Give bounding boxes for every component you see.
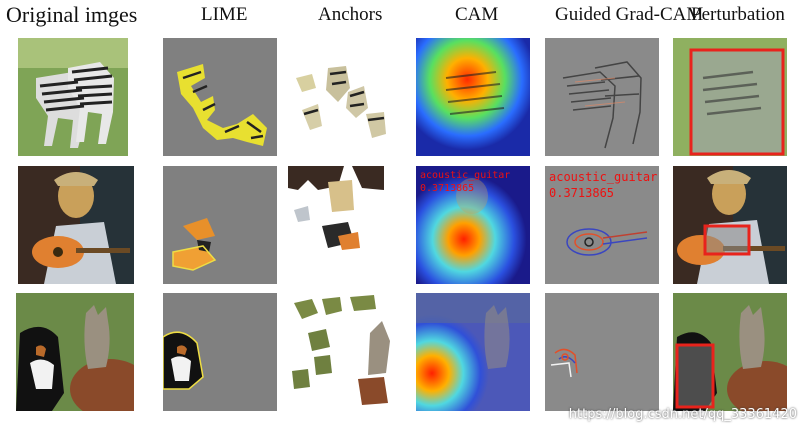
row2-cam-label: acoustic_guitar — [420, 170, 511, 181]
row1-anchors-image — [288, 38, 402, 156]
row1-cam-image — [416, 38, 530, 156]
zebra-shape — [36, 62, 114, 148]
row3-lime-image — [163, 293, 277, 411]
row2-gradcam-label: acoustic_guitar — [549, 170, 658, 184]
header-original-images: Original imges — [6, 2, 138, 27]
row2-anchors-image — [288, 166, 402, 284]
row2-original-image — [18, 166, 134, 284]
row1-lime-image — [163, 38, 277, 156]
row2-cam-score: 0.3713865 — [420, 183, 475, 194]
watermark-url: https://blog.csdn.net/qq_33361420 — [568, 407, 797, 422]
row3-cam-image — [416, 293, 530, 411]
header-anchors: Anchors — [318, 4, 383, 25]
row1-perturbation-image — [673, 38, 787, 156]
header-perturbation: Perturbation — [691, 4, 785, 25]
row2-guided-gradcam-image: acoustic_guitar 0.3713865 — [545, 166, 659, 284]
row1-guided-gradcam-image — [545, 38, 659, 156]
row2-perturbation-image — [673, 166, 787, 284]
row3-original-image — [16, 293, 134, 411]
row1-original-image — [18, 38, 128, 156]
row2-lime-image — [163, 166, 277, 284]
row3-anchors-image — [288, 293, 402, 411]
row3-guided-gradcam-image — [545, 293, 659, 411]
row2-gradcam-score: 0.3713865 — [549, 186, 615, 200]
row3-perturbation-image — [673, 293, 787, 411]
header-guided-grad-cam: Guided Grad-CAM — [555, 4, 704, 25]
row2-cam-image: acoustic_guitar 0.3713865 — [416, 166, 530, 284]
header-cam: CAM — [455, 4, 499, 25]
header-lime: LIME — [201, 4, 248, 25]
